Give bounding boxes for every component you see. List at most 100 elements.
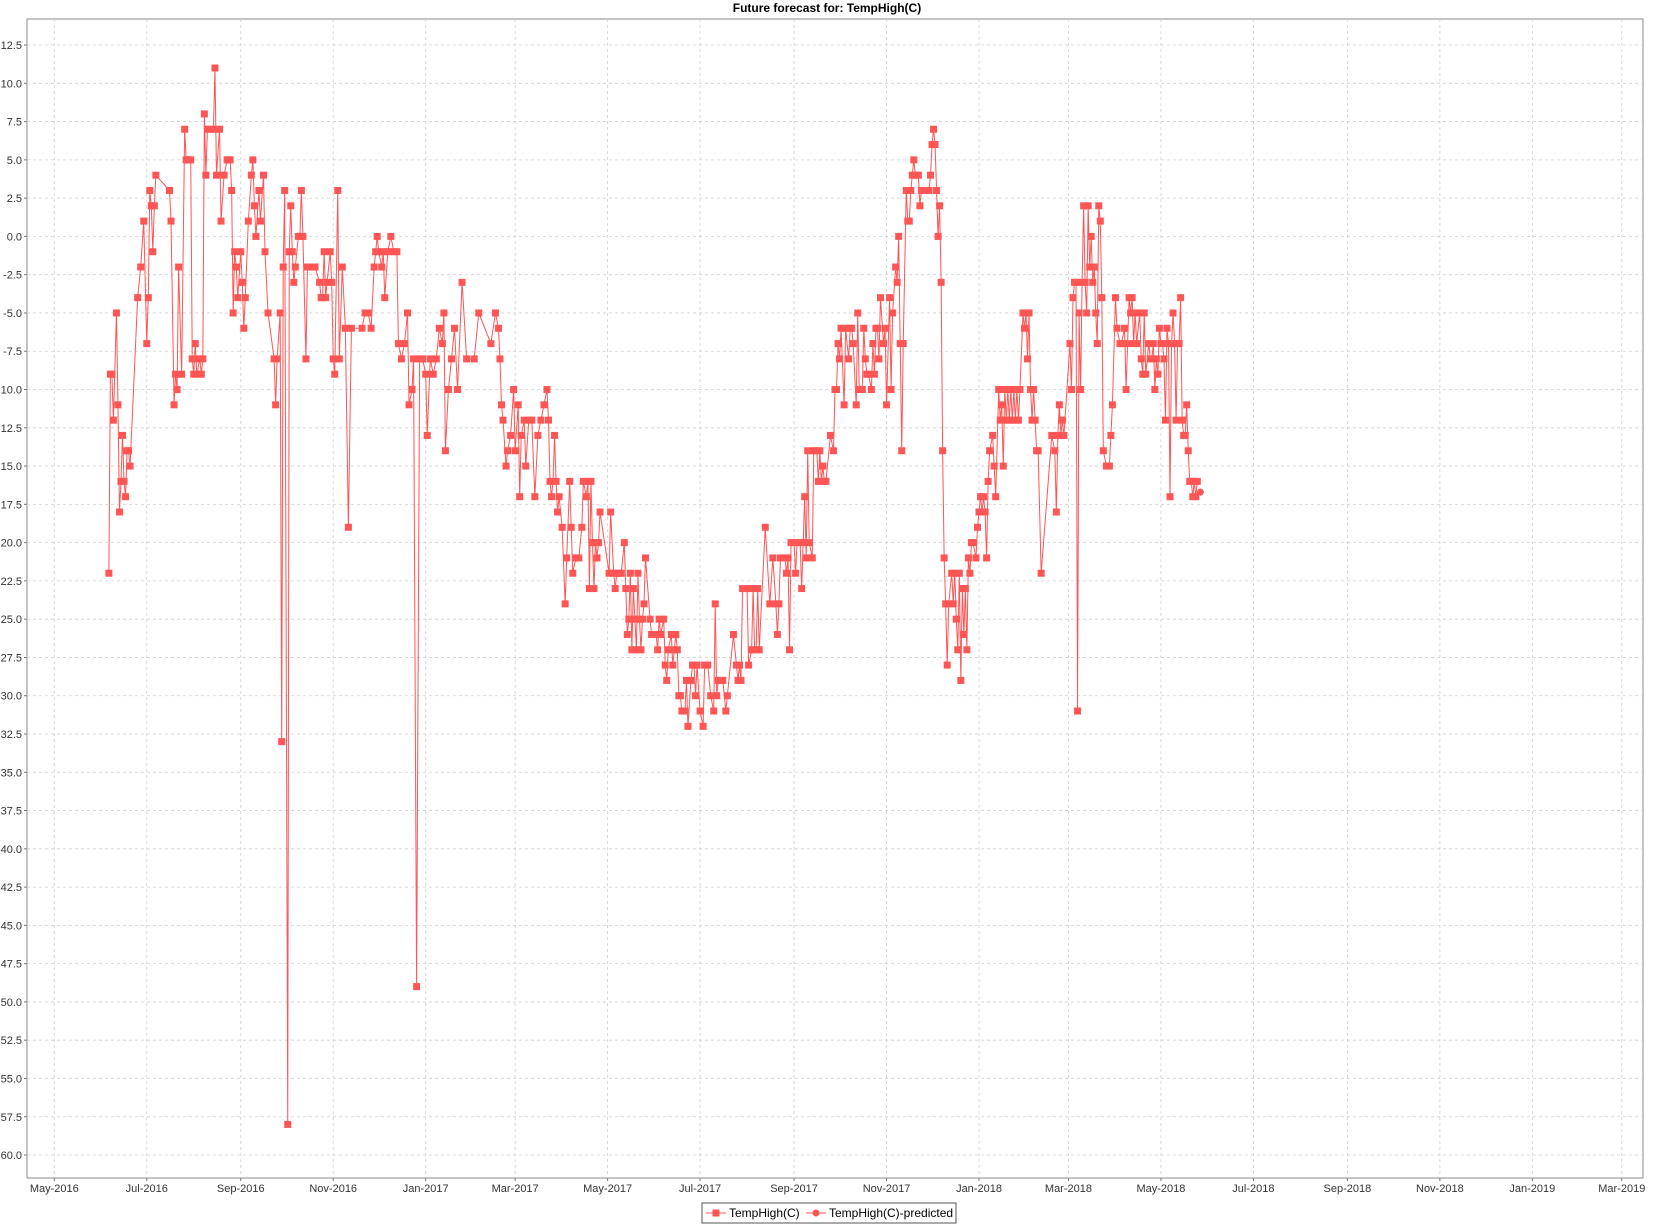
- data-point: [237, 248, 245, 256]
- data-point: [1066, 340, 1074, 348]
- data-point: [1178, 416, 1186, 424]
- data-point: [607, 508, 615, 516]
- data-point: [423, 431, 431, 439]
- data-point: [144, 294, 152, 302]
- data-point: [534, 431, 542, 439]
- x-tick-label: Sep-2017: [770, 1183, 818, 1195]
- data-point: [197, 370, 205, 378]
- data-point: [648, 630, 656, 638]
- data-point: [969, 539, 977, 547]
- data-point: [290, 278, 298, 286]
- legend-label-predicted: TempHigh(C)-predicted: [829, 1206, 953, 1220]
- data-point: [552, 477, 560, 485]
- data-point: [1183, 401, 1191, 409]
- data-point: [119, 431, 127, 439]
- data-point: [252, 232, 260, 240]
- data-point: [881, 324, 889, 332]
- data-point: [1131, 309, 1139, 317]
- data-point: [905, 217, 913, 225]
- data-point: [511, 447, 519, 455]
- data-point: [754, 585, 762, 593]
- data-point: [925, 186, 933, 194]
- data-point: [287, 202, 295, 210]
- data-point: [463, 355, 471, 363]
- data-point: [504, 447, 512, 455]
- data-point: [405, 401, 413, 409]
- data-point: [211, 64, 219, 72]
- data-point: [567, 523, 575, 531]
- data-point: [432, 355, 440, 363]
- data-point: [373, 232, 381, 240]
- data-point: [961, 585, 969, 593]
- data-point: [238, 278, 246, 286]
- data-point: [902, 186, 910, 194]
- data-point: [1077, 386, 1085, 394]
- data-point: [381, 294, 389, 302]
- data-point: [889, 309, 897, 317]
- data-point: [191, 340, 199, 348]
- data-point: [109, 416, 117, 424]
- data-point: [393, 248, 401, 256]
- data-point: [1072, 278, 1080, 286]
- data-point: [1158, 340, 1166, 348]
- data-point: [848, 324, 856, 332]
- plot-area: [26, 18, 1644, 1179]
- data-point: [998, 401, 1006, 409]
- data-point: [244, 217, 252, 225]
- data-point: [973, 523, 981, 531]
- data-point: [1025, 309, 1033, 317]
- data-point: [719, 676, 727, 684]
- data-point: [291, 263, 299, 271]
- data-point: [579, 477, 587, 485]
- series-layer: [105, 64, 1204, 1128]
- data-point: [1142, 370, 1150, 378]
- data-point: [1030, 386, 1038, 394]
- data-point: [981, 508, 989, 516]
- y-tick-label: -32.5: [0, 729, 22, 741]
- data-point: [250, 202, 258, 210]
- data-point: [722, 707, 730, 715]
- data-point: [202, 171, 210, 179]
- data-point: [249, 156, 257, 164]
- data-point: [681, 707, 689, 715]
- data-point: [829, 447, 837, 455]
- data-point: [996, 416, 1004, 424]
- data-point: [1192, 493, 1200, 501]
- data-point: [1154, 370, 1162, 378]
- data-point: [1074, 707, 1082, 715]
- data-point: [801, 493, 809, 501]
- data-point: [1184, 447, 1192, 455]
- data-point: [657, 630, 665, 638]
- data-point: [710, 707, 718, 715]
- data-point: [1145, 340, 1153, 348]
- data-point: [494, 324, 502, 332]
- data-point: [232, 263, 240, 271]
- data-point: [632, 646, 640, 654]
- data-point: [669, 661, 677, 669]
- data-point: [937, 278, 945, 286]
- data-point: [114, 401, 122, 409]
- x-tick-label: Jan-2019: [1509, 1183, 1555, 1195]
- data-point: [699, 722, 707, 730]
- data-point: [212, 171, 220, 179]
- data-point: [216, 125, 224, 133]
- data-point: [217, 217, 225, 225]
- data-point: [745, 661, 753, 669]
- data-point: [528, 416, 536, 424]
- data-point: [1127, 309, 1135, 317]
- data-point: [209, 125, 217, 133]
- data-point: [454, 386, 462, 394]
- data-point: [743, 585, 751, 593]
- data-point: [892, 263, 900, 271]
- y-tick-label: -25.0: [0, 614, 22, 626]
- data-point: [400, 340, 408, 348]
- data-point: [660, 615, 668, 623]
- data-point: [555, 493, 563, 501]
- data-point: [558, 523, 566, 531]
- y-tick-label: 10.0: [1, 78, 22, 90]
- data-point: [199, 355, 207, 363]
- data-point: [1089, 278, 1097, 286]
- data-point: [1193, 477, 1201, 485]
- data-point: [870, 370, 878, 378]
